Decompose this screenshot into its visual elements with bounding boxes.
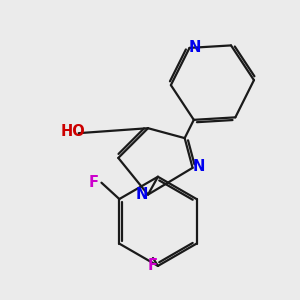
Text: HO: HO bbox=[61, 124, 86, 139]
Text: F: F bbox=[148, 258, 158, 273]
Text: N: N bbox=[189, 40, 201, 56]
Text: F: F bbox=[89, 175, 99, 190]
Text: N: N bbox=[192, 159, 205, 174]
Text: N: N bbox=[135, 187, 148, 202]
